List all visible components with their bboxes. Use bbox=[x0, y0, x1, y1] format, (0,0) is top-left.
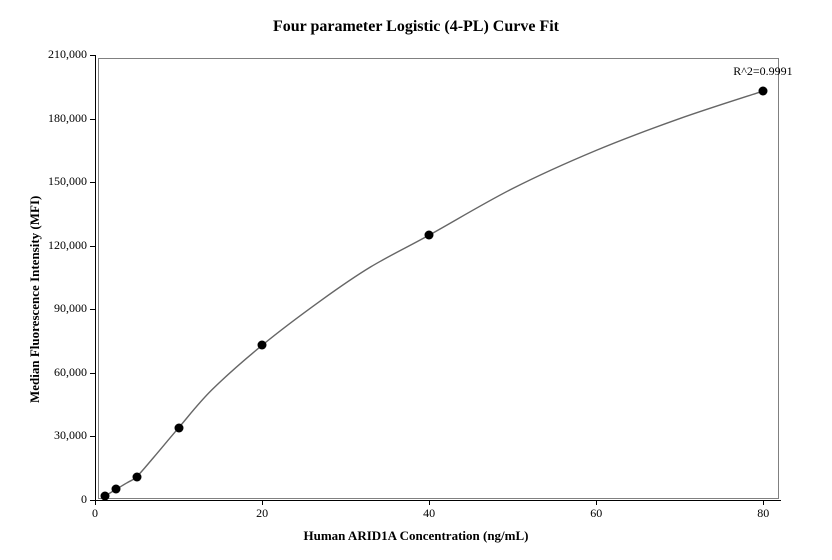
x-tick-mark bbox=[429, 500, 430, 505]
y-tick-label: 60,000 bbox=[27, 365, 87, 380]
y-tick-mark bbox=[90, 436, 95, 437]
x-tick-mark bbox=[95, 500, 96, 505]
y-tick-label: 0 bbox=[27, 492, 87, 507]
y-tick-mark bbox=[90, 119, 95, 120]
y-tick-mark bbox=[90, 182, 95, 183]
data-point bbox=[132, 472, 141, 481]
y-tick-label: 150,000 bbox=[27, 174, 87, 189]
y-tick-mark bbox=[90, 373, 95, 374]
x-tick-mark bbox=[763, 500, 764, 505]
y-tick-mark bbox=[90, 55, 95, 56]
x-tick-mark bbox=[262, 500, 263, 505]
y-tick-mark bbox=[90, 246, 95, 247]
y-tick-label: 180,000 bbox=[27, 111, 87, 126]
data-point bbox=[258, 341, 267, 350]
data-point bbox=[101, 491, 110, 500]
data-point bbox=[111, 485, 120, 494]
y-tick-label: 120,000 bbox=[27, 238, 87, 253]
data-point bbox=[759, 87, 768, 96]
x-tick-label: 20 bbox=[242, 506, 282, 521]
x-axis-label: Human ARID1A Concentration (ng/mL) bbox=[0, 528, 832, 544]
plot-area bbox=[95, 55, 781, 501]
y-tick-mark bbox=[90, 309, 95, 310]
x-tick-mark bbox=[596, 500, 597, 505]
y-tick-label: 90,000 bbox=[27, 301, 87, 316]
x-tick-label: 80 bbox=[743, 506, 783, 521]
x-tick-label: 60 bbox=[576, 506, 616, 521]
data-point bbox=[425, 231, 434, 240]
x-tick-label: 40 bbox=[409, 506, 449, 521]
y-tick-label: 30,000 bbox=[27, 428, 87, 443]
data-point bbox=[174, 423, 183, 432]
chart-container: Four parameter Logistic (4-PL) Curve Fit… bbox=[0, 0, 832, 560]
chart-title: Four parameter Logistic (4-PL) Curve Fit bbox=[0, 18, 832, 36]
r-squared-annotation: R^2=0.9991 bbox=[733, 64, 792, 79]
x-tick-label: 0 bbox=[75, 506, 115, 521]
y-tick-label: 210,000 bbox=[27, 47, 87, 62]
